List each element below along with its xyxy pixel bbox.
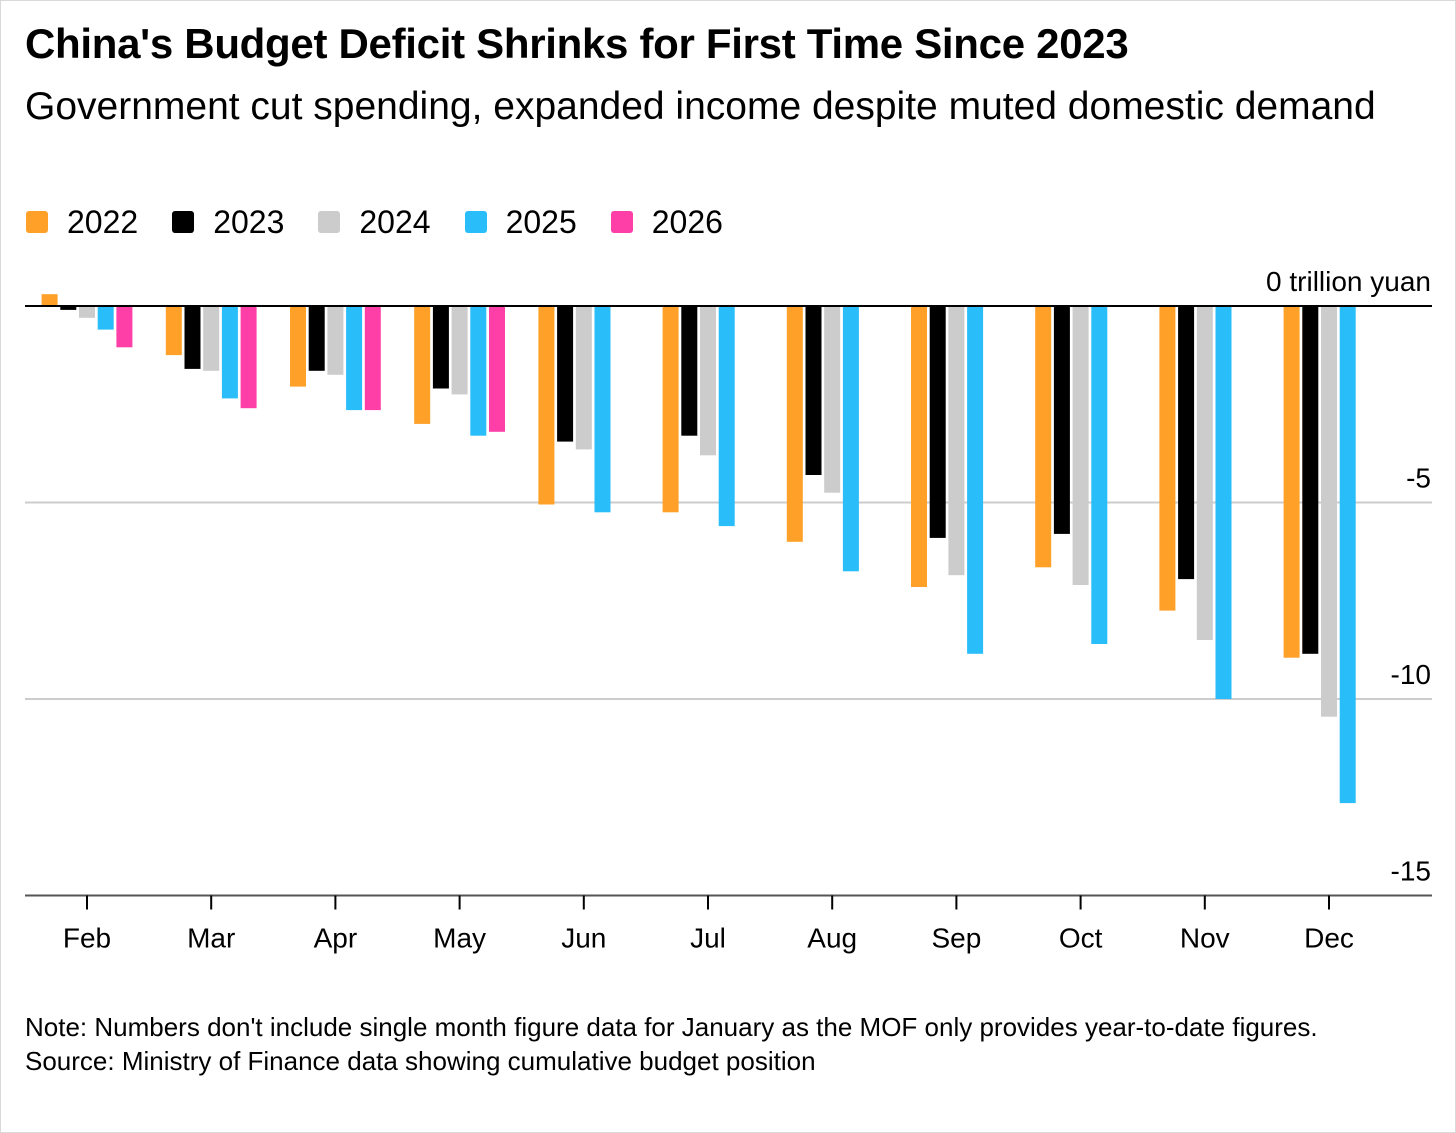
bar-Dec-2022: [1283, 306, 1300, 658]
bar-Jun-2025: [594, 306, 611, 513]
bar-Nov-2022: [1159, 306, 1176, 611]
x-tick-label-Jun: Jun: [561, 923, 606, 954]
y-tick-label-1: -5: [1406, 463, 1431, 494]
bar-Dec-2025: [1339, 306, 1356, 804]
bar-Sep-2025: [967, 306, 984, 654]
bar-May-2022: [414, 306, 431, 424]
chart-legend: 2022 2023 2024 2025 2026: [26, 200, 757, 244]
bar-Jul-2025: [718, 306, 735, 527]
bar-chart: 0 trillion yuan -5 -10 -15 Feb Mar Apr May Jun Ju…: [25, 266, 1432, 954]
chart-note-block: Note: Numbers don't include single month…: [25, 1010, 1425, 1078]
bar-Mar-2025: [221, 306, 238, 399]
x-tick-label-Dec: Dec: [1304, 923, 1354, 954]
legend-item-2026: 2026: [610, 200, 723, 244]
x-tick-label-Jul: Jul: [690, 923, 726, 954]
legend-label-2023: 2023: [213, 204, 285, 240]
bar-Dec-2024: [1321, 306, 1337, 717]
bar-Apr-2024: [327, 306, 344, 375]
bar-Nov-2024: [1196, 306, 1213, 640]
legend-label-2026: 2026: [651, 204, 723, 240]
x-tick-label-Mar: Mar: [187, 923, 235, 954]
bar-Apr-2023: [308, 306, 325, 371]
bar-Jul-2024: [700, 306, 716, 456]
bar-Aug-2023: [805, 306, 822, 475]
bar-Feb-2023: [60, 306, 77, 310]
bar-Feb-2022: [41, 294, 58, 306]
x-tick-label-May: May: [433, 923, 486, 954]
bar-Aug-2024: [824, 306, 841, 493]
bar-May-2023: [432, 306, 449, 389]
legend-item-2024: 2024: [318, 200, 431, 244]
legend-swatch-2026: [610, 211, 633, 233]
bar-Oct-2024: [1072, 306, 1089, 585]
bar-Jun-2023: [557, 306, 574, 442]
legend-label-2022: 2022: [67, 204, 139, 240]
legend-label-2025: 2025: [505, 204, 577, 240]
x-tick-label-Sep: Sep: [931, 923, 981, 954]
bar-Jul-2022: [662, 306, 679, 513]
chart-source: Source: Ministry of Finance data showing…: [25, 1046, 816, 1076]
bar-Jun-2022: [538, 306, 555, 505]
legend-swatch-2024: [318, 211, 341, 233]
bar-Jun-2024: [575, 306, 592, 450]
y-tick-label-0: 0 trillion yuan: [1266, 266, 1431, 297]
legend-swatch-2023: [172, 211, 195, 233]
x-tick-label-Apr: Apr: [314, 923, 358, 954]
bar-Nov-2025: [1215, 306, 1232, 699]
bar-Mar-2023: [184, 306, 201, 369]
bar-Oct-2025: [1091, 306, 1108, 644]
bar-Mar-2024: [203, 306, 220, 371]
bar-Mar-2026: [240, 306, 257, 409]
bar-Feb-2026: [116, 306, 133, 348]
legend-label-2024: 2024: [359, 204, 431, 240]
bar-May-2026: [489, 306, 505, 432]
bar-Oct-2023: [1053, 306, 1070, 534]
bar-layer: [41, 294, 1356, 804]
legend-swatch-2025: [464, 211, 487, 233]
x-tick-label-Nov: Nov: [1180, 923, 1230, 954]
chart-subtitle: Government cut spending, expanded income…: [25, 85, 1376, 128]
legend-item-2025: 2025: [464, 200, 577, 244]
bar-Apr-2025: [346, 306, 363, 411]
bar-Sep-2022: [911, 306, 927, 587]
y-tick-label-3: -15: [1391, 856, 1431, 887]
bar-Mar-2022: [165, 306, 182, 356]
bar-Oct-2022: [1035, 306, 1052, 568]
bar-Sep-2023: [929, 306, 946, 538]
bar-Dec-2023: [1302, 306, 1319, 654]
axis-layer: 0 trillion yuan -5 -10 -15 Feb Mar Apr May Jun Ju…: [25, 266, 1432, 954]
chart-note: Note: Numbers don't include single month…: [25, 1012, 1318, 1042]
bar-Apr-2026: [364, 306, 381, 411]
y-tick-label-2: -10: [1391, 659, 1431, 690]
legend-swatch-2022: [26, 211, 48, 233]
bar-Aug-2022: [786, 306, 803, 542]
x-tick-label-Oct: Oct: [1059, 923, 1103, 954]
x-tick-label-Aug: Aug: [807, 923, 857, 954]
bar-Apr-2022: [290, 306, 306, 387]
bar-Jul-2023: [681, 306, 698, 436]
legend-item-2023: 2023: [172, 200, 284, 244]
bar-May-2024: [451, 306, 468, 395]
chart-title: China's Budget Deficit Shrinks for First…: [25, 20, 1129, 67]
x-tick-label-Feb: Feb: [63, 923, 111, 954]
bar-Sep-2024: [948, 306, 965, 576]
bar-Aug-2025: [842, 306, 859, 572]
bar-Feb-2024: [79, 306, 95, 318]
bar-Nov-2023: [1178, 306, 1195, 580]
legend-item-2022: 2022: [26, 200, 138, 244]
bar-May-2025: [470, 306, 487, 436]
bar-Feb-2025: [97, 306, 114, 330]
